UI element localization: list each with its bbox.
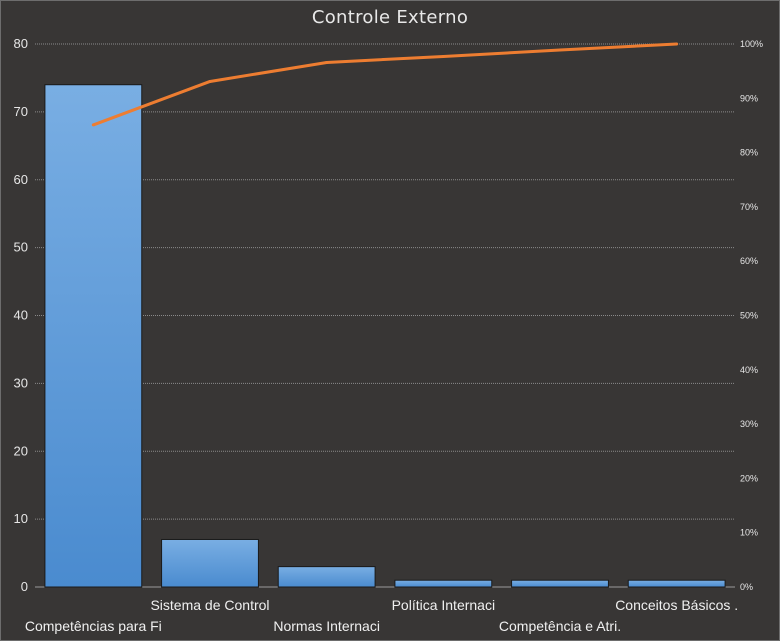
cumulative-point [208,79,212,83]
y-tick-label: 20 [14,443,28,458]
y-tick-label: 50 [14,240,28,255]
x-tick-label: Competência e Atri. [499,618,621,634]
bar [394,579,493,588]
cumulative-point [91,123,95,127]
x-tick-label: Normas Internaci [273,618,380,634]
cumulative-percent-line [92,42,677,127]
y-tick-label: 70 [14,104,28,119]
bar [627,579,726,588]
bar [511,579,609,588]
cumulative-point [441,54,445,58]
y2-tick-label: 90% [740,93,758,103]
y2-tick-label: 30% [740,419,758,429]
chart-title: Controle Externo [311,7,469,28]
y2-tick-label: 60% [740,256,758,266]
x-tick-label: Competências para Fi [25,618,162,634]
x-axis-ticks: Competências para Fi Sistema de ControlNo… [25,597,738,634]
y2-tick-label: 10% [740,528,758,538]
y-tick-label: 40 [14,308,28,323]
bar [161,538,259,588]
bar [44,84,143,588]
x-tick-label: Política Internaci [392,597,496,613]
y-tick-label: 30 [14,375,28,390]
y2-tick-label: 80% [740,148,758,158]
y2-tick-label: 50% [740,311,758,321]
gridlines [35,43,735,588]
x-tick-label: Conceitos Básicos . [615,597,738,613]
secondary-y-axis-ticks: 0% 10% 20% 30% 40% 50% 60% 70% 80% 90% 100% [740,39,763,592]
y2-tick-label: 100% [740,39,763,49]
y-axis-ticks: 0 10 20 30 40 50 60 70 80 [14,36,28,594]
cumulative-point [675,42,679,46]
y-tick-label: 60 [14,172,28,187]
bars [44,84,726,588]
cumulative-point [325,60,329,64]
y2-tick-label: 40% [740,365,758,375]
cumulative-line [91,42,679,127]
y-tick-label: 0 [21,579,28,594]
bar [277,566,376,588]
x-tick-label: Sistema de Control [150,597,269,613]
y-tick-label: 80 [14,36,28,51]
y-tick-label: 10 [14,511,28,526]
y2-tick-label: 20% [740,473,758,483]
y2-tick-label: 0% [740,582,753,592]
cumulative-point [558,48,562,52]
y2-tick-label: 70% [740,202,758,212]
